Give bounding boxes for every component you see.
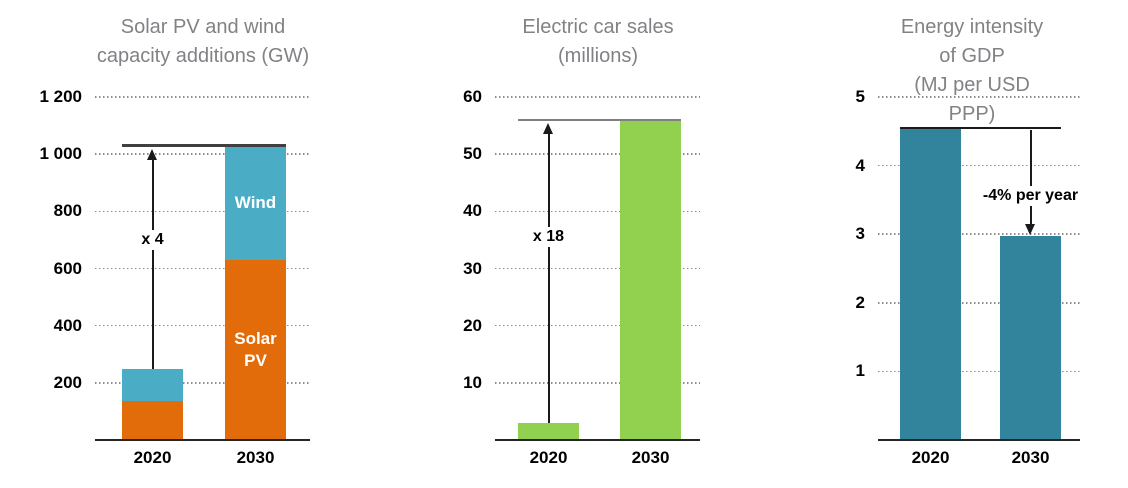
y-tick-label: 4 — [855, 155, 865, 175]
y-tick-label: 50 — [463, 144, 482, 164]
y-tick-label: 1 000 — [39, 144, 82, 164]
gridline — [95, 153, 310, 155]
bar-segment — [620, 119, 681, 440]
gridline — [878, 233, 1080, 235]
annotation-label: x 4 — [137, 229, 168, 250]
gridline — [95, 96, 310, 98]
y-tick-label: 60 — [463, 87, 482, 106]
gridline — [495, 382, 700, 384]
y-tick-label: 30 — [463, 258, 482, 278]
x-category-label: 2020 — [133, 448, 172, 467]
annotation-label: x 18 — [528, 227, 569, 248]
y-tick-label: 10 — [463, 372, 482, 392]
bar-segment — [122, 401, 183, 440]
gridline — [95, 382, 310, 384]
chart-title: Energy intensity of GDP (MJ per USD PPP) — [900, 16, 1044, 125]
bar-segment — [900, 127, 961, 440]
reference-line — [900, 126, 1061, 130]
y-tick-label: 400 — [53, 315, 82, 335]
y-tick-label: 1 200 — [39, 87, 82, 106]
gridline — [878, 302, 1080, 304]
y-tick-label: 200 — [53, 372, 82, 392]
x-category-label: 2020 — [911, 448, 950, 467]
decline-arrow — [1029, 129, 1032, 227]
gridline — [878, 370, 1080, 373]
annotation-label: -4% per year — [978, 186, 1083, 207]
reference-line — [122, 144, 286, 147]
growth-arrow — [547, 131, 550, 423]
gridline — [495, 324, 700, 327]
y-tick-label: 5 — [855, 87, 865, 106]
x-category-label: 2030 — [631, 448, 670, 467]
bar-segment — [225, 145, 286, 260]
gridline — [495, 153, 700, 155]
gridline — [95, 324, 310, 327]
x-category-label: 2030 — [1011, 448, 1050, 467]
y-tick-label: 800 — [53, 201, 82, 221]
gridline — [95, 267, 310, 270]
bar-segment — [122, 368, 183, 402]
arrow-up-head-icon — [543, 122, 553, 134]
bar-segment — [518, 422, 579, 440]
gridline — [878, 164, 1080, 167]
chart-title: Solar PV and wind capacity additions (GW… — [96, 16, 310, 67]
chart-title: Electric car sales (millions) — [522, 16, 674, 67]
y-tick-label: 40 — [463, 201, 482, 221]
bar-segment — [225, 259, 286, 440]
y-tick-label: 600 — [53, 258, 82, 278]
x-axis-line — [95, 439, 310, 441]
x-category-label: 2020 — [529, 448, 568, 467]
bar-segment — [1000, 236, 1061, 440]
bar-segment-label: Wind — [234, 192, 277, 212]
y-tick-label: 1 — [855, 361, 865, 381]
gridline — [495, 267, 700, 270]
arrow-down-head-icon — [1025, 224, 1035, 236]
y-tick-label: 3 — [855, 224, 865, 244]
arrow-up-head-icon — [147, 148, 157, 160]
gridline — [495, 210, 700, 213]
bar-segment-label: Solar PV — [234, 328, 277, 370]
x-axis-line — [495, 439, 700, 441]
gridline — [878, 96, 1080, 98]
x-axis-line — [878, 439, 1080, 441]
y-tick-label: 20 — [463, 315, 482, 335]
y-tick-label: 2 — [855, 292, 865, 312]
gridline — [95, 210, 310, 213]
reference-line — [518, 118, 681, 122]
growth-arrow — [151, 157, 154, 369]
gridline — [495, 96, 700, 98]
x-category-label: 2030 — [236, 448, 275, 467]
